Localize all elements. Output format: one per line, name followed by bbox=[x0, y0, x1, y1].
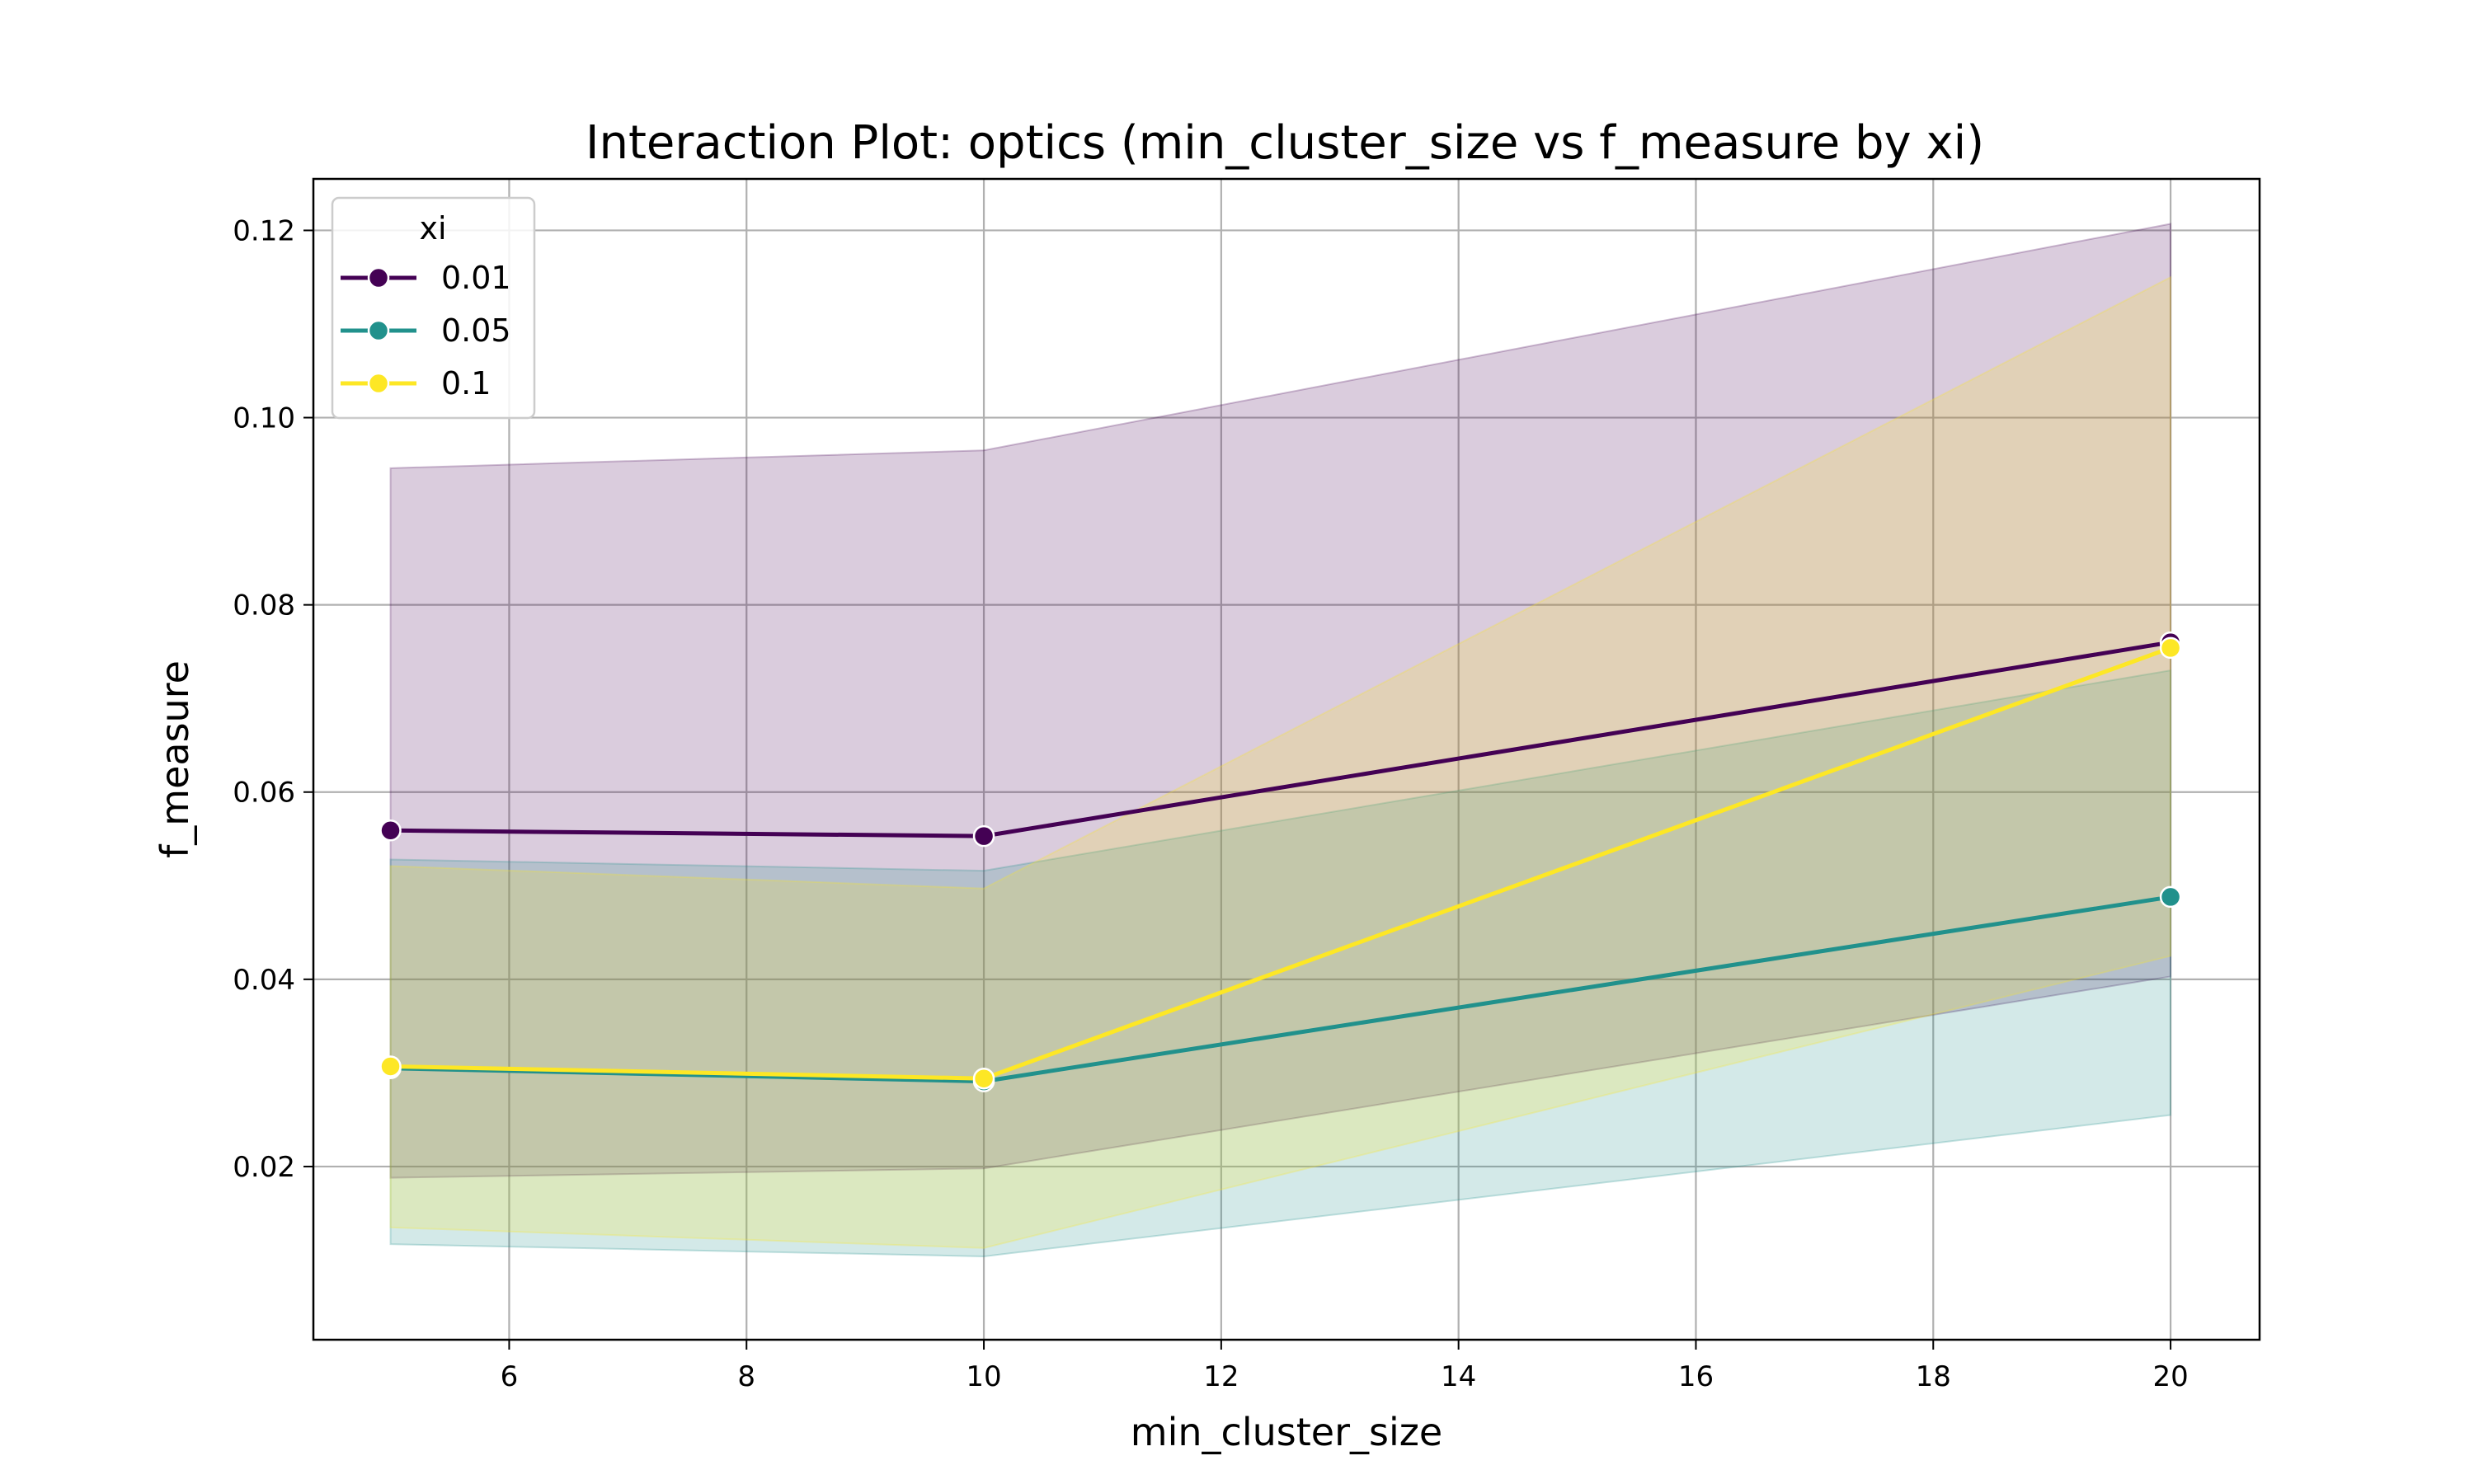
confidence-bands bbox=[389, 223, 2172, 1257]
y-tick-label: 0.12 bbox=[233, 214, 295, 247]
legend-label-xi-0-1: 0.1 bbox=[441, 365, 491, 402]
legend-marker-xi-0-01 bbox=[367, 266, 390, 289]
y-axis-label: f_measure bbox=[153, 660, 197, 858]
ci-band-xi-0-1 bbox=[389, 275, 2172, 1249]
chart-title: Interaction Plot: optics (min_cluster_si… bbox=[586, 116, 1984, 170]
y-tick-label: 0.06 bbox=[233, 777, 295, 810]
y-tick-label: 0.08 bbox=[233, 589, 295, 622]
plot-frame bbox=[312, 177, 2261, 1341]
plot-area bbox=[312, 177, 2261, 1341]
legend-title: xi bbox=[419, 210, 446, 247]
legend-marker-xi-0-1 bbox=[367, 372, 390, 395]
grid-lines bbox=[313, 179, 2260, 1340]
legend-marker-xi-0-05 bbox=[367, 319, 390, 342]
data-point-xi-0-01 bbox=[972, 824, 995, 848]
x-tick-label: 18 bbox=[1916, 1360, 1951, 1393]
legend: xi 0.01 0.05 0.1 bbox=[331, 196, 536, 420]
y-tick-label: 0.10 bbox=[233, 402, 295, 435]
legend-label-xi-0-01: 0.01 bbox=[441, 260, 511, 296]
legend-frame bbox=[331, 196, 536, 420]
data-point-xi-0-05 bbox=[2159, 885, 2182, 909]
ci-band-xi-0-05 bbox=[389, 669, 2172, 1257]
data-point-xi-0-01 bbox=[379, 819, 402, 842]
plot-background bbox=[313, 179, 2260, 1340]
legend-items: 0.01 0.05 0.1 bbox=[341, 260, 511, 402]
x-tick-label: 10 bbox=[966, 1360, 1001, 1393]
y-tick-label: 0.04 bbox=[233, 964, 295, 997]
x-tick-label: 12 bbox=[1203, 1360, 1239, 1393]
x-tick-label: 6 bbox=[501, 1360, 519, 1393]
x-tick-label: 20 bbox=[2152, 1360, 2188, 1393]
x-tick-label: 16 bbox=[1678, 1360, 1714, 1393]
data-point-xi-0-1 bbox=[2159, 636, 2182, 660]
x-tick-label: 8 bbox=[737, 1360, 755, 1393]
x-axis-label: min_cluster_size bbox=[1131, 1410, 1442, 1454]
data-point-xi-0-1 bbox=[379, 1055, 402, 1078]
x-axis-ticks: 6 8 10 12 14 16 18 20 bbox=[501, 1340, 2189, 1393]
y-tick-label: 0.02 bbox=[233, 1151, 295, 1184]
ci-band-xi-0-01 bbox=[389, 223, 2172, 1179]
data-point-xi-0-1 bbox=[972, 1067, 995, 1090]
y-axis-ticks: 0.02 0.04 0.06 0.08 0.10 0.12 bbox=[233, 214, 313, 1184]
x-tick-label: 14 bbox=[1441, 1360, 1476, 1393]
series-markers bbox=[379, 631, 2182, 1092]
legend-label-xi-0-05: 0.05 bbox=[441, 312, 511, 349]
